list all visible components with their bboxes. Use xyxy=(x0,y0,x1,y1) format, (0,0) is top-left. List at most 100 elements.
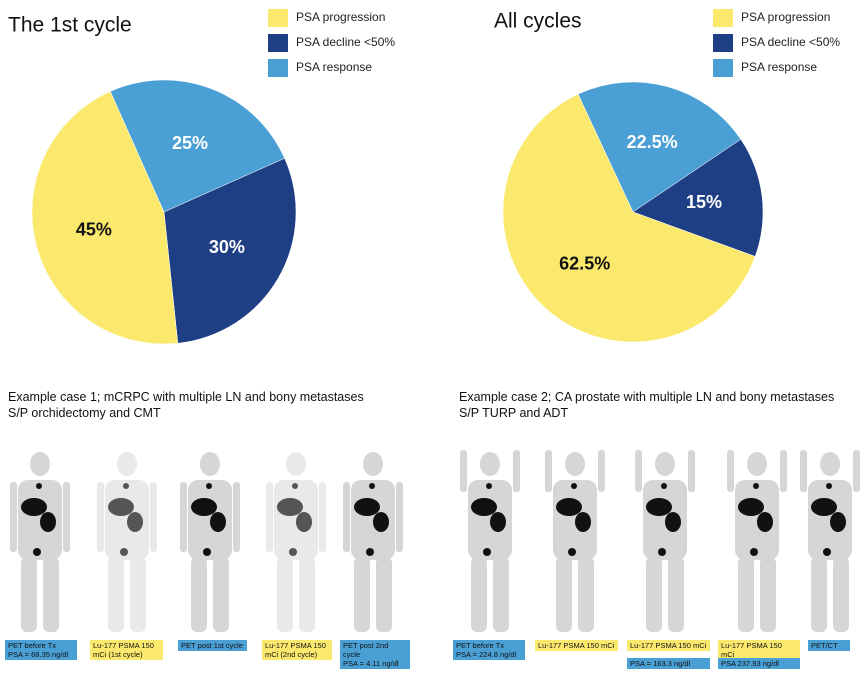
scan-arm xyxy=(63,482,70,552)
legend-swatch xyxy=(268,34,288,52)
scan-arm xyxy=(396,482,403,552)
scan-leg xyxy=(760,557,776,632)
scan-leg xyxy=(213,557,229,632)
scan-leg xyxy=(668,557,684,632)
label-box: Lu-177 PSMA 150 mCi xyxy=(627,640,710,651)
scan-lesion xyxy=(289,548,297,556)
label-line: mCi (2nd cycle) xyxy=(265,650,318,659)
label-line: Lu-177 PSMA 150 mCi xyxy=(630,641,707,650)
label-box: Lu-177 PSMA 150 mCi xyxy=(718,640,800,660)
scan-head xyxy=(820,452,840,476)
scan-leg xyxy=(191,557,207,632)
scan-leg xyxy=(21,557,37,632)
legend-swatch xyxy=(268,9,288,27)
scan-organ xyxy=(757,512,773,532)
scan-arm xyxy=(180,482,187,552)
scan-leg xyxy=(354,557,370,632)
label-line: PSA = 224.8 ng/dl xyxy=(456,650,517,659)
legend-swatch xyxy=(713,9,733,27)
label-line: PSA = 4.11 ng/dl xyxy=(343,659,399,668)
scan-organ xyxy=(738,498,764,516)
scan-leg xyxy=(556,557,572,632)
label-line: PSA = 68.35 ng/dl xyxy=(8,650,69,659)
legend-label: PSA progression xyxy=(741,10,830,24)
scan-organ xyxy=(373,512,389,532)
label-box: PET post 1st cycle xyxy=(178,640,247,651)
scan-organ xyxy=(296,512,312,532)
scan-lesion xyxy=(483,548,491,556)
scan-image xyxy=(180,452,240,632)
chart-title: The 1st cycle xyxy=(8,14,132,37)
scan-head xyxy=(655,452,675,476)
scan-arm xyxy=(319,482,326,552)
scan-image xyxy=(545,450,605,632)
pie-slice xyxy=(109,79,285,213)
scan-organ xyxy=(40,512,56,532)
scan-organ xyxy=(830,512,846,532)
scan-arm xyxy=(688,450,695,492)
label-box: PET before Tx PSA = 224.8 ng/dl xyxy=(453,640,525,660)
scan-organ xyxy=(646,498,672,516)
scan-lesion xyxy=(753,483,759,489)
scan-organ xyxy=(471,498,497,516)
case-caption: Example case 1; mCRPC with multiple LN a… xyxy=(8,390,364,404)
label-line: mCi (1st cycle) xyxy=(93,650,143,659)
scan-lesion xyxy=(568,548,576,556)
scan-arm xyxy=(150,482,157,552)
label-line: Lu-177 PSMA 150 mCi xyxy=(721,641,782,659)
label-line: PET before Tx xyxy=(456,641,505,650)
label-box: Lu-177 PSMA 150 mCi (1st cycle) xyxy=(90,640,163,660)
scan-leg xyxy=(738,557,754,632)
scan-image xyxy=(97,452,157,632)
scan-arm xyxy=(598,450,605,492)
scan-organ xyxy=(556,498,582,516)
legend-label: PSA progression xyxy=(296,10,385,24)
scan-organ xyxy=(665,512,681,532)
scan-leg xyxy=(43,557,59,632)
scan-arm xyxy=(853,450,860,492)
scan-organ xyxy=(277,498,303,516)
scan-organ xyxy=(490,512,506,532)
scan-organ xyxy=(575,512,591,532)
pie-slice xyxy=(502,93,756,343)
scan-head xyxy=(363,452,383,476)
scan-arm xyxy=(800,450,807,492)
scan-lesion xyxy=(823,548,831,556)
legend-swatch xyxy=(713,34,733,52)
scan-head xyxy=(286,452,306,476)
scan-lesion xyxy=(33,548,41,556)
label-line: PSA = 163.3 ng/dl xyxy=(630,659,691,668)
case-caption: Example case 2; CA prostate with multipl… xyxy=(459,390,835,404)
data-label: 62.5% xyxy=(559,253,610,273)
legend-swatch xyxy=(268,59,288,77)
scan-head xyxy=(747,452,767,476)
scan-head xyxy=(117,452,137,476)
legend-label: PSA response xyxy=(296,60,372,74)
case-caption: S/P orchidectomy and CMT xyxy=(8,406,161,420)
scan-arm xyxy=(10,482,17,552)
label-line: Lu-177 PSMA 150 mCi xyxy=(538,641,615,650)
scan-head xyxy=(480,452,500,476)
label-line: PSA 237.93 ng/dl xyxy=(721,659,779,668)
scan-head xyxy=(565,452,585,476)
scan-lesion xyxy=(571,483,577,489)
scan-arm xyxy=(780,450,787,492)
scan-leg xyxy=(376,557,392,632)
label-box: PET before Tx PSA = 68.35 ng/dl xyxy=(5,640,77,660)
label-box: PSA 237.93 ng/dl xyxy=(718,658,800,669)
scan-leg xyxy=(130,557,146,632)
label-line: PET post 2nd cycle xyxy=(343,641,389,659)
data-label: 15% xyxy=(686,192,722,212)
scan-lesion xyxy=(369,483,375,489)
pie-slice xyxy=(31,91,179,345)
label-line: PET post 1st cycle xyxy=(181,641,243,650)
chart-title: All cycles xyxy=(494,10,582,33)
scan-leg xyxy=(646,557,662,632)
scan-leg xyxy=(299,557,315,632)
scan-lesion xyxy=(203,548,211,556)
data-label: 25% xyxy=(172,133,208,153)
label-line: Lu-177 PSMA 150 xyxy=(93,641,154,650)
scan-leg xyxy=(277,557,293,632)
